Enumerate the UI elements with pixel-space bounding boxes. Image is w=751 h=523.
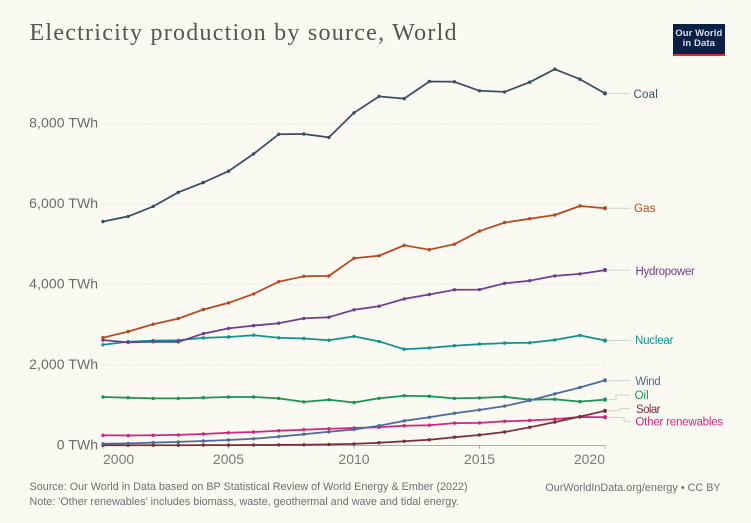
svg-text:Other renewables: Other renewables	[635, 416, 723, 428]
svg-text:8,000 TWh: 8,000 TWh	[29, 115, 98, 131]
svg-text:2015: 2015	[464, 451, 495, 467]
svg-text:2005: 2005	[213, 451, 244, 467]
svg-text:Oil: Oil	[635, 390, 649, 402]
svg-text:2000: 2000	[103, 451, 134, 467]
svg-text:Coal: Coal	[634, 89, 658, 101]
svg-text:Hydropower: Hydropower	[636, 266, 695, 278]
svg-text:2,000 TWh: 2,000 TWh	[29, 356, 98, 372]
svg-text:2020: 2020	[574, 451, 605, 467]
svg-text:6,000 TWh: 6,000 TWh	[29, 195, 98, 211]
svg-text:Nuclear: Nuclear	[635, 335, 674, 347]
svg-text:0 TWh: 0 TWh	[57, 437, 98, 453]
svg-text:Solar: Solar	[636, 404, 661, 416]
svg-text:4,000 TWh: 4,000 TWh	[29, 276, 98, 292]
svg-text:Gas: Gas	[634, 203, 656, 215]
svg-text:Wind: Wind	[635, 376, 660, 388]
svg-text:2010: 2010	[338, 451, 369, 467]
